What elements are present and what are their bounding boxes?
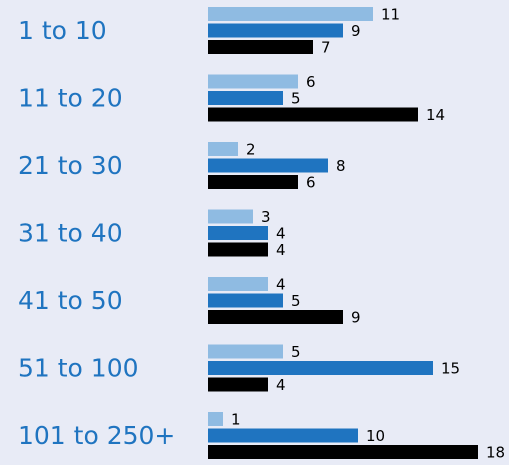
value-label: 14 bbox=[426, 106, 445, 124]
bar bbox=[208, 377, 268, 392]
bar bbox=[208, 142, 238, 156]
bar bbox=[208, 242, 268, 257]
value-label: 10 bbox=[366, 427, 385, 445]
category-label: 1 to 10 bbox=[18, 16, 107, 45]
category-label: 31 to 40 bbox=[18, 219, 123, 248]
value-label: 11 bbox=[381, 6, 400, 24]
bar bbox=[208, 412, 223, 426]
value-label: 3 bbox=[261, 208, 271, 226]
bar bbox=[208, 209, 253, 224]
value-label: 9 bbox=[351, 22, 361, 40]
bar bbox=[208, 23, 343, 38]
value-label: 6 bbox=[306, 73, 316, 91]
category-label: 41 to 50 bbox=[18, 286, 123, 315]
bar bbox=[208, 310, 343, 324]
bar bbox=[208, 158, 328, 173]
category-label: 101 to 250+ bbox=[18, 421, 175, 450]
bar bbox=[208, 91, 283, 105]
value-label: 2 bbox=[246, 141, 256, 159]
bar bbox=[208, 107, 418, 122]
value-label: 4 bbox=[276, 225, 286, 243]
category-label: 11 to 20 bbox=[18, 84, 123, 113]
value-label: 1 bbox=[231, 411, 241, 429]
value-label: 4 bbox=[276, 376, 286, 394]
value-label: 4 bbox=[276, 276, 286, 294]
bar bbox=[208, 428, 358, 443]
value-label: 7 bbox=[321, 39, 331, 57]
value-label: 15 bbox=[441, 360, 460, 378]
bar bbox=[208, 74, 298, 89]
bar bbox=[208, 40, 313, 54]
bar bbox=[208, 277, 268, 291]
bar bbox=[208, 226, 268, 240]
bar bbox=[208, 175, 298, 189]
value-label: 9 bbox=[351, 309, 361, 327]
value-label: 8 bbox=[336, 157, 346, 175]
value-label: 4 bbox=[276, 241, 286, 259]
value-label: 5 bbox=[291, 343, 301, 361]
value-label: 5 bbox=[291, 292, 301, 310]
bar bbox=[208, 293, 283, 308]
value-label: 18 bbox=[486, 444, 505, 462]
category-label: 21 to 30 bbox=[18, 151, 123, 180]
value-label: 6 bbox=[306, 174, 316, 192]
category-label: 51 to 100 bbox=[18, 354, 139, 383]
bar bbox=[208, 445, 478, 459]
bar bbox=[208, 7, 373, 21]
value-label: 5 bbox=[291, 90, 301, 108]
bar bbox=[208, 361, 433, 375]
bar bbox=[208, 344, 283, 359]
